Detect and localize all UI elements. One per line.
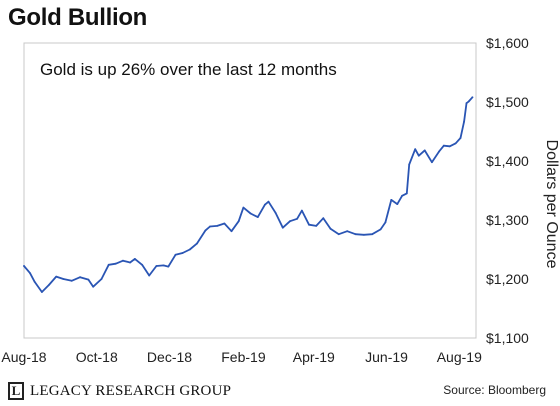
data-point: [209, 225, 211, 228]
data-point: [230, 230, 233, 233]
x-tick-label: Aug-19: [437, 349, 482, 365]
data-point: [87, 278, 90, 281]
data-point: [188, 248, 191, 251]
data-point: [79, 276, 81, 279]
data-point: [463, 120, 465, 123]
data-point: [379, 228, 382, 231]
brand-logo: L LEGACY RESEARCH GROUP: [8, 380, 231, 402]
data-point: [384, 221, 387, 224]
data-point: [204, 229, 207, 232]
data-point: [167, 265, 170, 268]
data-point: [174, 253, 177, 256]
data-point: [448, 145, 451, 148]
data-point: [41, 291, 43, 293]
data-point: [181, 252, 184, 254]
y-axis-ticks: $1,100 $1,200 $1,300 $1,400 $1,500 $1,600: [486, 35, 529, 346]
data-point: [162, 264, 165, 267]
data-point: [242, 206, 245, 209]
y-tick-label: $1,400: [486, 153, 529, 169]
data-point: [363, 233, 365, 236]
data-point: [408, 163, 411, 166]
data-point: [23, 265, 25, 267]
y-axis-label: Dollars per Ounce: [543, 139, 560, 269]
data-point: [100, 278, 103, 280]
data-point: [134, 258, 136, 260]
brand-name: LEGACY RESEARCH GROUP: [30, 382, 232, 399]
data-point: [264, 203, 266, 206]
data-point: [467, 100, 470, 103]
data-point: [274, 212, 277, 214]
data-point: [289, 220, 291, 223]
data-point: [322, 217, 325, 220]
data-point: [405, 192, 408, 195]
plot-frame: [23, 42, 477, 339]
data-point: [401, 194, 403, 197]
data-point: [29, 272, 31, 274]
brand-mark-icon: L: [8, 382, 24, 400]
data-point: [92, 285, 95, 288]
data-point: [33, 281, 36, 283]
data-point: [249, 212, 252, 215]
data-point: [216, 225, 219, 227]
data-point: [414, 148, 417, 151]
data-point: [308, 223, 310, 226]
x-tick-label: Oct-18: [76, 349, 118, 365]
data-point: [354, 233, 357, 236]
y-tick-label: $1,200: [486, 271, 529, 287]
source-note: Source: Bloomberg: [443, 383, 546, 397]
data-point: [148, 274, 151, 277]
data-point: [454, 142, 457, 145]
x-tick-label: Apr-19: [293, 349, 335, 365]
data-point: [371, 233, 374, 236]
data-point: [196, 242, 198, 245]
data-point: [346, 230, 349, 233]
x-tick-label: Jun-19: [365, 349, 408, 365]
data-point: [337, 233, 340, 236]
data-point: [223, 222, 226, 225]
data-point: [129, 261, 132, 264]
data-point: [55, 275, 58, 278]
data-point: [70, 279, 73, 282]
data-point: [465, 102, 468, 105]
data-point: [281, 226, 284, 229]
data-point: [107, 263, 110, 266]
data-point: [471, 96, 474, 99]
x-axis-ticks: Aug-18 Oct-18 Dec-18 Feb-19 Apr-19 Jun-19 Aug-…: [1, 349, 482, 365]
data-point: [396, 203, 399, 206]
data-point: [296, 217, 298, 220]
series-points: [23, 96, 474, 293]
data-point: [301, 209, 303, 212]
chart-title: Gold Bullion: [8, 4, 148, 31]
data-point: [438, 150, 440, 153]
y-tick-label: $1,600: [486, 35, 529, 51]
data-point: [114, 262, 117, 265]
data-point: [62, 278, 65, 280]
y-tick-label: $1,500: [486, 94, 529, 110]
x-tick-label: Dec-18: [147, 349, 192, 365]
data-point: [442, 144, 445, 147]
data-point: [423, 149, 426, 152]
data-point: [48, 284, 50, 286]
y-tick-label: $1,100: [486, 330, 529, 346]
data-point: [267, 200, 270, 203]
data-point: [390, 199, 393, 201]
data-point: [459, 137, 462, 139]
data-point: [431, 161, 433, 164]
data-point: [155, 265, 158, 267]
data-point: [329, 227, 332, 230]
x-tick-label: Feb-19: [221, 349, 266, 365]
data-point: [237, 220, 240, 223]
data-point: [122, 259, 124, 262]
chart-annotation: Gold is up 26% over the last 12 months: [40, 60, 337, 79]
data-point: [315, 225, 318, 227]
data-point: [417, 154, 420, 157]
x-tick-label: Aug-18: [1, 349, 46, 365]
data-point: [256, 216, 259, 219]
y-tick-label: $1,300: [486, 212, 529, 228]
data-point: [141, 263, 144, 266]
